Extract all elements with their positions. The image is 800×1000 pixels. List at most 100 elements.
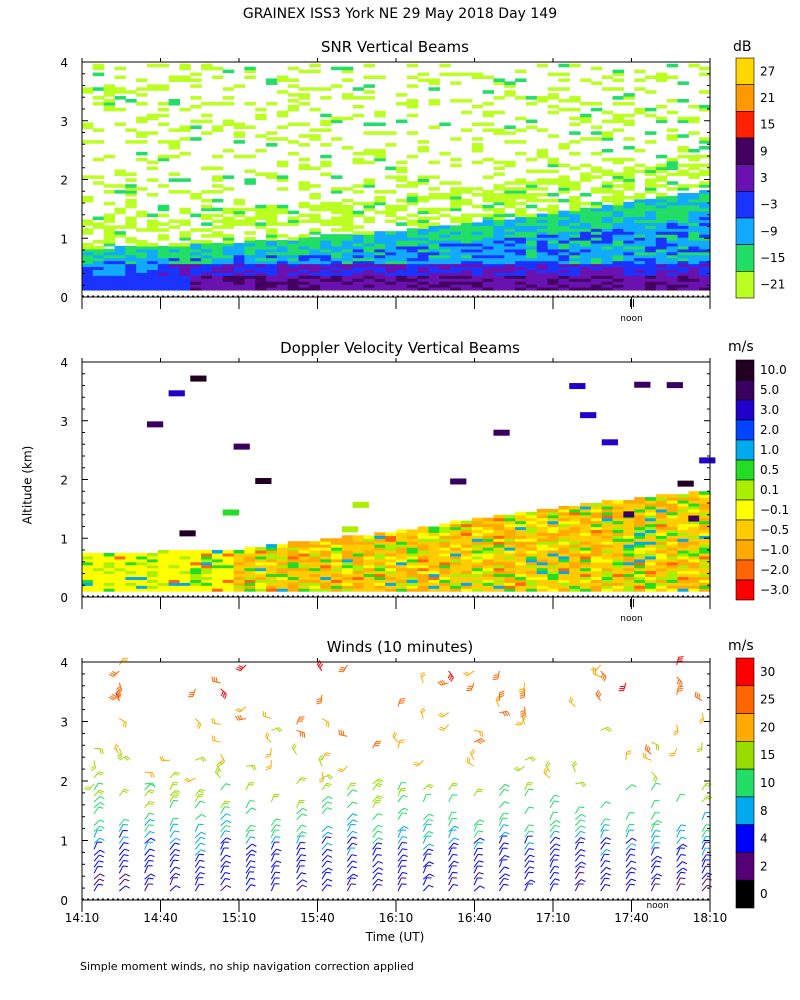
wind-barb-shaft (270, 865, 275, 874)
snr-cell (558, 63, 570, 68)
wind-barb-flag (327, 867, 333, 871)
snr-cell (558, 237, 570, 241)
snr-cell (482, 219, 495, 223)
wind-barb-flag (374, 744, 380, 747)
snr-cell (536, 263, 549, 268)
wind-barb-flag (579, 806, 585, 809)
doppler-cell (266, 567, 278, 572)
doppler-cell (103, 579, 116, 583)
snr-cell (655, 275, 668, 279)
snr-cell (276, 207, 289, 212)
wind-barb-flag (529, 757, 534, 762)
snr-cell (331, 187, 343, 191)
doppler-cell (211, 561, 224, 566)
snr-cell (547, 169, 560, 174)
snr-cell (482, 122, 495, 127)
doppler-cell (190, 561, 202, 566)
doppler-cell (493, 541, 505, 545)
wind-barb-flag (200, 849, 206, 853)
doppler-cell (612, 538, 624, 542)
wind-barb-shaft (420, 675, 424, 683)
doppler-cell (255, 552, 267, 557)
wind-barb-flag (528, 806, 534, 809)
snr-cell (309, 134, 321, 138)
snr-cell (82, 87, 94, 91)
doppler-cell (569, 511, 581, 516)
snr-cell (363, 181, 375, 185)
snr-cell (222, 225, 235, 229)
snr-cell (146, 260, 159, 265)
snr-cell (623, 222, 635, 226)
doppler-cell (201, 579, 213, 583)
snr-cell (320, 240, 332, 244)
snr-cell (244, 101, 256, 106)
snr-cell (114, 287, 126, 291)
snr-cell (352, 287, 365, 291)
doppler-cell (168, 588, 181, 592)
wind-barb-flag (580, 830, 586, 834)
snr-cell (82, 275, 94, 279)
snr-cell (590, 131, 603, 135)
wind-barb-shaft (524, 830, 530, 838)
snr-cell (634, 169, 646, 174)
wind-barb-flag (580, 849, 586, 852)
doppler-cell (666, 526, 679, 531)
snr-cell (623, 234, 635, 238)
snr-cell (276, 137, 289, 141)
snr-cell (222, 278, 235, 282)
snr-cell (699, 154, 711, 159)
doppler-cell (688, 500, 700, 504)
snr-cell (406, 213, 419, 218)
snr-cell (352, 87, 365, 91)
snr-cell (406, 278, 419, 282)
wind-barb-flag (175, 771, 181, 775)
snr-cell (146, 84, 159, 88)
snr-cell (580, 254, 592, 259)
wind-barb-flag (351, 836, 358, 839)
doppler-cell (374, 541, 386, 545)
snr-cell (645, 169, 657, 174)
snr-cell (385, 278, 397, 282)
snr-cell (666, 198, 679, 203)
snr-cell (352, 240, 365, 244)
snr-cell (547, 269, 560, 273)
snr-cell (82, 195, 94, 200)
wind-barb-flag (438, 728, 444, 731)
doppler-cell (201, 576, 213, 580)
wind-barb-flag (554, 854, 560, 857)
snr-cell (460, 72, 473, 77)
snr-cell (493, 254, 505, 259)
snr-cell (515, 278, 527, 282)
doppler-cell (374, 576, 386, 580)
wind-barb-shaft (346, 782, 352, 791)
snr-cell (157, 269, 170, 273)
snr-cell (558, 251, 570, 256)
snr-cell (363, 281, 375, 285)
wind-barb-flag (201, 831, 206, 835)
wind-barb-shaft (392, 735, 399, 743)
snr-cell (655, 104, 668, 109)
doppler-cell (82, 564, 94, 569)
doppler-cell (417, 552, 430, 557)
snr-cell (309, 263, 321, 268)
doppler-cell (677, 567, 689, 572)
wind-barb-shaft (321, 801, 328, 809)
snr-cell (482, 287, 495, 291)
snr-cell (266, 207, 278, 212)
snr-cell (558, 143, 570, 147)
snr-cell (580, 251, 592, 256)
doppler-cell (460, 547, 473, 551)
doppler-cell (82, 576, 94, 580)
doppler-cell (601, 503, 614, 507)
doppler-cell (114, 552, 126, 557)
snr-cell (580, 193, 592, 197)
snr-cell (211, 125, 224, 129)
snr-cell (623, 172, 635, 176)
snr-cell (179, 237, 191, 241)
snr-cell (666, 231, 679, 235)
doppler-cell (460, 535, 473, 539)
snr-cell (504, 237, 516, 241)
snr-cell (287, 248, 300, 253)
snr-cell (688, 216, 700, 221)
snr-cell (460, 201, 473, 206)
